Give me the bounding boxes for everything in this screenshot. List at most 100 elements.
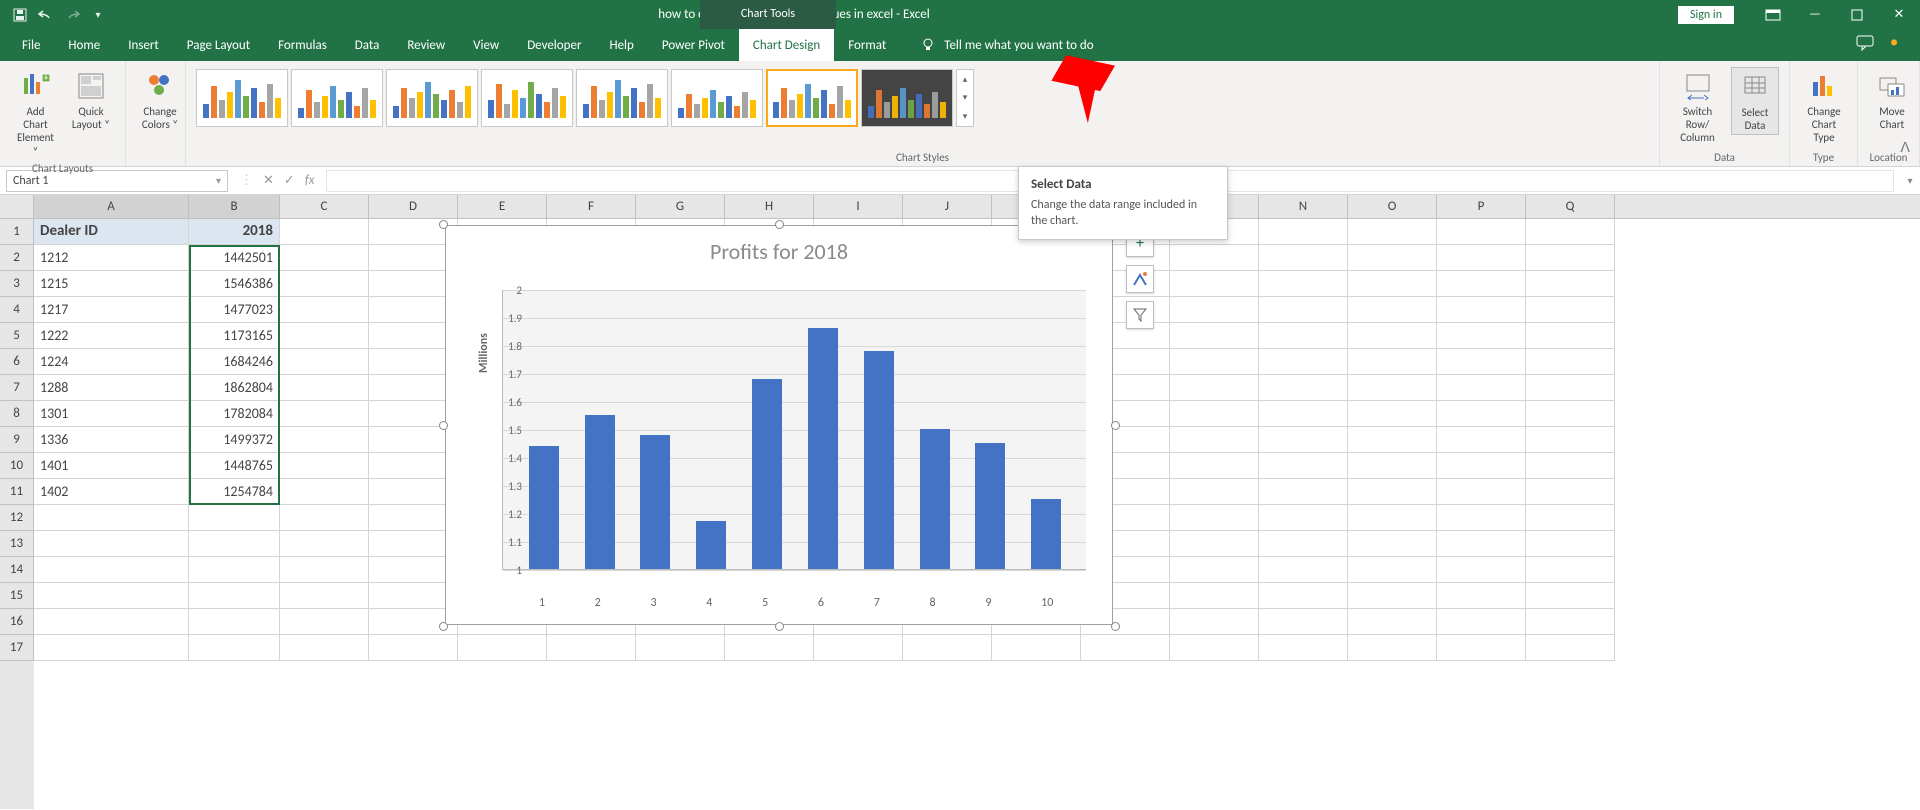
pending-icon[interactable]: ● (1890, 35, 1898, 55)
cell[interactable] (280, 531, 369, 557)
cell[interactable] (1526, 271, 1615, 297)
cell[interactable] (34, 583, 189, 609)
chart-filters-button[interactable] (1126, 301, 1154, 329)
select-all-corner[interactable] (0, 195, 34, 218)
cell[interactable]: 1173165 (189, 323, 280, 349)
switch-row-column-button[interactable]: Switch Row/Column (1670, 67, 1725, 147)
cell[interactable] (280, 219, 369, 245)
cell[interactable] (1526, 505, 1615, 531)
cell[interactable] (458, 635, 547, 661)
cell[interactable] (1437, 375, 1526, 401)
enter-formula-icon[interactable]: ✓ (284, 173, 295, 188)
tab-view[interactable]: View (459, 29, 513, 61)
cell[interactable] (280, 505, 369, 531)
column-header[interactable]: N (1259, 195, 1348, 218)
cell[interactable] (1259, 219, 1348, 245)
cell[interactable]: 1442501 (189, 245, 280, 271)
cell[interactable] (1526, 531, 1615, 557)
cell[interactable] (1437, 557, 1526, 583)
chart-bar[interactable] (1031, 499, 1061, 569)
cell[interactable] (34, 531, 189, 557)
chart-resize-handle[interactable] (439, 622, 448, 631)
cell[interactable]: 1782084 (189, 401, 280, 427)
cell[interactable]: 1477023 (189, 297, 280, 323)
tab-format[interactable]: Format (834, 29, 900, 61)
cell[interactable] (547, 635, 636, 661)
sign-in-button[interactable]: Sign in (1678, 6, 1734, 24)
cell[interactable] (189, 635, 280, 661)
ribbon-options-icon[interactable] (1752, 0, 1794, 29)
maximize-icon[interactable] (1836, 0, 1878, 29)
namebox-dropdown-icon[interactable]: ▾ (216, 174, 221, 187)
chart-styles-gallery[interactable]: ▴▾▾ (196, 65, 1649, 149)
cell[interactable]: 1217 (34, 297, 189, 323)
row-header[interactable]: 13 (0, 531, 34, 557)
cell[interactable] (280, 323, 369, 349)
tab-developer[interactable]: Developer (513, 29, 595, 61)
cell[interactable] (1437, 297, 1526, 323)
add-chart-element-button[interactable]: + Add ChartElement ˅ (10, 67, 61, 160)
row-header[interactable]: 7 (0, 375, 34, 401)
tab-home[interactable]: Home (54, 29, 114, 61)
tab-file[interactable]: File (8, 29, 54, 61)
cell[interactable] (280, 609, 369, 635)
cell[interactable]: 1254784 (189, 479, 280, 505)
cell[interactable] (189, 583, 280, 609)
cell[interactable] (1348, 531, 1437, 557)
column-header[interactable]: I (814, 195, 903, 218)
chart-resize-handle[interactable] (775, 220, 784, 229)
chart-style-thumb[interactable] (386, 69, 478, 127)
chart-resize-handle[interactable] (775, 622, 784, 631)
cell[interactable] (280, 479, 369, 505)
cell[interactable] (1437, 505, 1526, 531)
chart-resize-handle[interactable] (439, 220, 448, 229)
column-header[interactable]: G (636, 195, 725, 218)
cell[interactable] (280, 401, 369, 427)
cell[interactable] (1259, 323, 1348, 349)
collapse-ribbon-icon[interactable]: ᐱ (1900, 139, 1910, 156)
chart-style-thumb[interactable] (576, 69, 668, 127)
tab-data[interactable]: Data (341, 29, 394, 61)
cell[interactable] (1259, 609, 1348, 635)
cell[interactable] (1259, 427, 1348, 453)
cell[interactable] (189, 557, 280, 583)
tab-power-pivot[interactable]: Power Pivot (648, 29, 739, 61)
cell[interactable] (1170, 245, 1259, 271)
cell[interactable] (1437, 271, 1526, 297)
chart-styles-button[interactable] (1126, 265, 1154, 293)
chart-bar[interactable] (808, 328, 838, 569)
cell[interactable] (1170, 557, 1259, 583)
cell[interactable] (1259, 453, 1348, 479)
cell[interactable] (280, 427, 369, 453)
cell[interactable] (1259, 583, 1348, 609)
cell[interactable] (1437, 583, 1526, 609)
column-header[interactable]: A (34, 195, 189, 218)
cells-area[interactable]: Dealer ID2018121214425011215154638612171… (34, 219, 1920, 809)
cell[interactable] (1170, 479, 1259, 505)
chart-style-thumb[interactable] (196, 69, 288, 127)
tell-me-search[interactable]: Tell me what you want to do (920, 37, 1093, 53)
row-header[interactable]: 15 (0, 583, 34, 609)
column-header[interactable]: P (1437, 195, 1526, 218)
cell[interactable] (636, 635, 725, 661)
cell[interactable] (1081, 635, 1170, 661)
cell[interactable] (1437, 219, 1526, 245)
row-header[interactable]: 16 (0, 609, 34, 635)
cell[interactable] (1170, 609, 1259, 635)
cell[interactable] (992, 635, 1081, 661)
chart-bar[interactable] (975, 443, 1005, 569)
chart-style-thumb[interactable] (861, 69, 953, 127)
cell[interactable] (1348, 271, 1437, 297)
cell[interactable]: 2018 (189, 219, 280, 245)
cell[interactable] (1526, 479, 1615, 505)
row-header[interactable]: 6 (0, 349, 34, 375)
cell[interactable] (1259, 479, 1348, 505)
row-header[interactable]: 8 (0, 401, 34, 427)
cell[interactable] (1259, 271, 1348, 297)
cell[interactable] (280, 271, 369, 297)
cell[interactable] (280, 375, 369, 401)
cell[interactable] (1259, 531, 1348, 557)
cell[interactable] (1526, 297, 1615, 323)
cell[interactable] (1437, 323, 1526, 349)
cell[interactable] (280, 245, 369, 271)
